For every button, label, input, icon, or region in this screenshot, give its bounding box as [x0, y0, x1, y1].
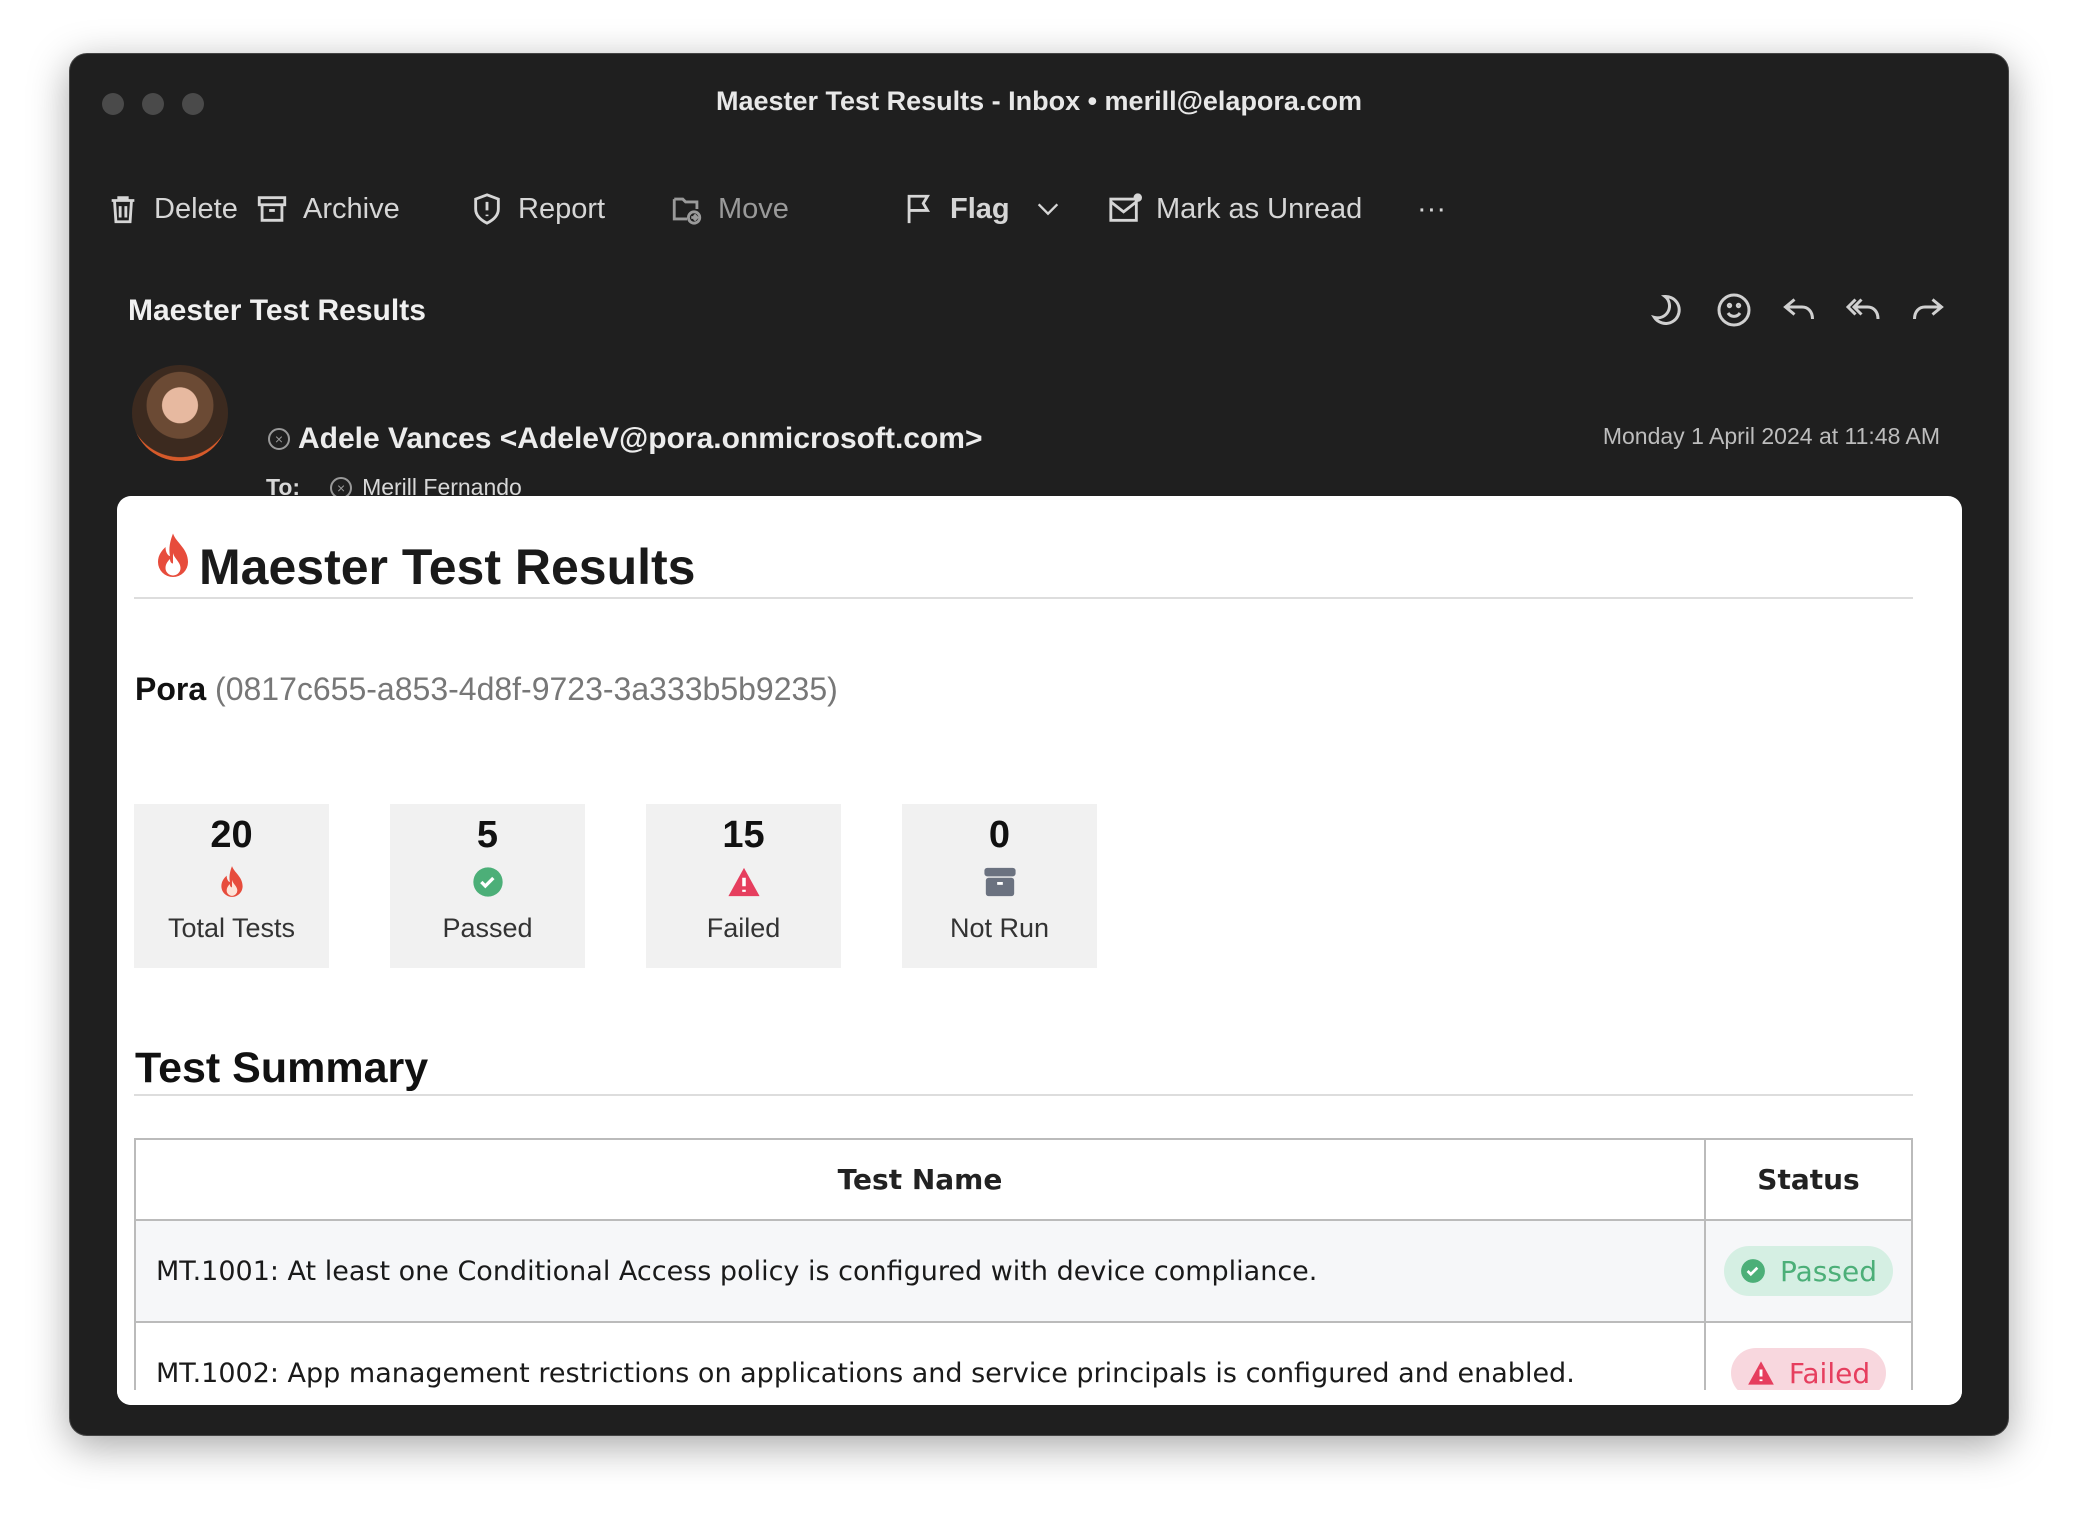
table-row: MT.1001: At least one Conditional Access…: [134, 1219, 1913, 1323]
report-label: Report: [518, 192, 606, 225]
trash-icon: [111, 196, 135, 224]
recipient-name[interactable]: Merill Fernando: [362, 474, 522, 500]
check-circle-icon: [472, 867, 503, 897]
stat-not-run: 0 Not Run: [902, 804, 1097, 968]
stat-value: 15: [722, 814, 765, 856]
sender-name: Adele Vances <AdeleV@pora.onmicrosoft.co…: [298, 422, 983, 455]
tenant-name: Pora: [135, 671, 207, 707]
close-window-button[interactable]: [102, 93, 124, 115]
message-body: Maester Test Results Pora (0817c655-a853…: [117, 496, 1962, 1405]
remove-icon: ×: [268, 428, 290, 450]
to-label: To:: [266, 474, 301, 500]
flag-icon: [907, 194, 931, 224]
archive-icon: [257, 196, 287, 222]
stat-total: 20 Total Tests: [134, 804, 329, 968]
summary-title: Test Summary: [135, 1044, 429, 1092]
delete-label: Delete: [154, 192, 238, 225]
stat-passed: 5 Passed: [390, 804, 585, 968]
check-circle-icon: [1741, 1259, 1765, 1283]
tenant-info: Pora (0817c655-a853-4d8f-9723-3a333b5b92…: [135, 671, 838, 708]
folder-move-icon: [672, 197, 702, 225]
report-title: Maester Test Results: [199, 539, 696, 595]
sender-avatar: [132, 365, 228, 461]
tenant-id: (0817c655-a853-4d8f-9723-3a333b5b9235): [215, 671, 838, 707]
status-text: Passed: [1780, 1254, 1877, 1288]
flag-label: Flag: [950, 192, 1010, 225]
shield-icon: [474, 193, 500, 225]
archive-icon: [983, 867, 1016, 897]
stat-label: Passed: [442, 913, 533, 943]
test-summary-table: Test Name Status MT.1001: At least one Co…: [134, 1138, 1913, 1405]
react-button[interactable]: [1716, 292, 1752, 328]
message-date: Monday 1 April 2024 at 11:48 AM: [1602, 423, 1940, 449]
warning-icon: [1748, 1361, 1774, 1385]
table-header: Test Name Status: [134, 1138, 1913, 1221]
status-text: Failed: [1788, 1356, 1871, 1390]
stat-value: 0: [988, 814, 1011, 856]
reply-all-icon: [1845, 298, 1880, 320]
flag-button[interactable]: Flag: [902, 188, 1062, 230]
snooze-button[interactable]: [1650, 292, 1686, 328]
test-name: MT.1001: At least one Conditional Access…: [134, 1219, 1706, 1323]
stat-label: Failed: [706, 913, 781, 943]
mail-unread-icon: [1109, 193, 1142, 222]
reply-icon: [1783, 298, 1814, 320]
forward-icon: [1913, 298, 1944, 320]
forward-button[interactable]: [1910, 292, 1946, 328]
warning-icon: [727, 867, 760, 897]
flame-icon: [220, 866, 243, 897]
clip-edge: [117, 1390, 1962, 1405]
move-button[interactable]: Move: [670, 188, 789, 230]
minimize-window-button[interactable]: [142, 93, 164, 115]
stat-value: 20: [210, 814, 253, 856]
divider: [134, 1094, 1913, 1096]
archive-button[interactable]: Archive: [255, 188, 400, 230]
message-subject: Maester Test Results: [128, 294, 426, 327]
status-badge: Failed: [1730, 1348, 1887, 1398]
window-title: Maester Test Results - Inbox • merill@el…: [716, 86, 1362, 116]
stat-failed: 15 Failed: [646, 804, 841, 968]
more-icon: ···: [1417, 192, 1446, 225]
report-button[interactable]: Report: [470, 188, 605, 230]
sender[interactable]: × Adele Vances <AdeleV@pora.onmicrosoft.c…: [268, 422, 982, 456]
reply-all-button[interactable]: [1845, 292, 1881, 328]
reply-button[interactable]: [1781, 292, 1817, 328]
flame-icon: [158, 533, 188, 577]
divider: [134, 597, 1913, 599]
archive-label: Archive: [303, 192, 400, 225]
status-badge: Passed: [1724, 1246, 1893, 1296]
zoom-window-button[interactable]: [182, 93, 204, 115]
header-status[interactable]: Status: [1704, 1138, 1913, 1221]
mail-window: Maester Test Results - Inbox • merill@el…: [69, 53, 2009, 1436]
moon-icon: [1651, 294, 1681, 325]
mark-unread-label: Mark as Unread: [1156, 192, 1363, 225]
stat-label: Not Run: [949, 913, 1050, 943]
more-button[interactable]: ···: [1417, 188, 1446, 230]
stat-value: 5: [476, 814, 499, 856]
delete-button[interactable]: Delete: [106, 188, 238, 230]
chevron-down-icon[interactable]: [1034, 192, 1062, 226]
header-test-name[interactable]: Test Name: [134, 1138, 1706, 1221]
stat-label: Total Tests: [167, 913, 296, 943]
move-label: Move: [718, 192, 789, 225]
mark-unread-button[interactable]: Mark as Unread: [1108, 188, 1362, 230]
smiley-icon: [1717, 293, 1751, 327]
